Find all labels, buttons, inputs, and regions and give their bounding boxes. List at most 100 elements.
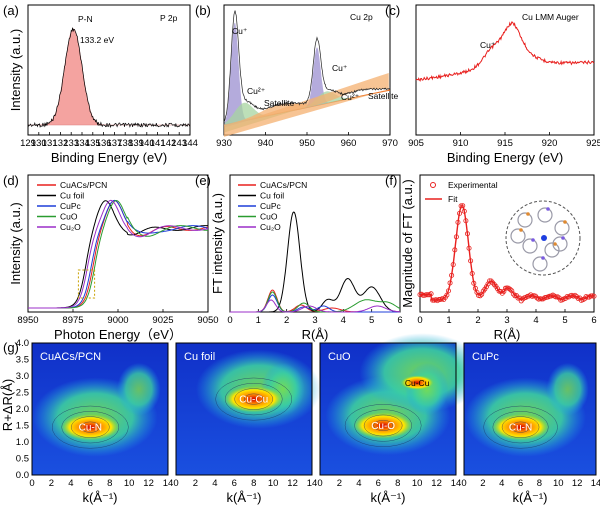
x-tick-label: 8950 bbox=[17, 315, 38, 326]
legend-label: Cu₂O bbox=[260, 222, 281, 232]
panel-g: 0.0 0.5 1.0 1.5 2.0 2.5 3.0 3.5 4.0 R+ΔR(Å) CuACs/… bbox=[0, 333, 600, 505]
x-tick-label: 14 bbox=[307, 478, 318, 489]
x-tick-label: 4 bbox=[533, 315, 538, 326]
x-tick-label: 6 bbox=[376, 478, 381, 489]
x-tick-label: 130 bbox=[31, 138, 47, 149]
x-tick-label: 4 bbox=[341, 315, 346, 326]
x-tick-label: 2 bbox=[337, 478, 342, 489]
bond-label: Cu-N bbox=[79, 423, 102, 434]
x-tick-label: 10 bbox=[553, 478, 564, 489]
x-tick-label: 6 bbox=[518, 478, 523, 489]
x-tick-label: 2 bbox=[284, 315, 289, 326]
annotation: Satellite bbox=[264, 98, 295, 108]
atom bbox=[526, 212, 530, 216]
raw-spectrum-line bbox=[223, 10, 391, 122]
y-tick-label: 2.0 bbox=[16, 404, 29, 415]
x-tick-label: 140 bbox=[139, 138, 155, 149]
x-tick-label: 2 bbox=[49, 478, 54, 489]
ring-atom bbox=[544, 242, 560, 258]
panel-label: (e) bbox=[195, 173, 211, 188]
x-tick-label: 3 bbox=[504, 315, 509, 326]
x-tick-label: 0 bbox=[461, 478, 466, 489]
x-tick-label: 4 bbox=[68, 478, 73, 489]
x-tick-label: 905 bbox=[408, 138, 424, 149]
x-tick-label: 960 bbox=[341, 138, 357, 149]
y-tick-label: 4.0 bbox=[16, 338, 29, 349]
annotation: 133.2 eV bbox=[80, 35, 114, 45]
x-tick-label: 0 bbox=[173, 478, 178, 489]
x-tick-label: 10 bbox=[412, 478, 423, 489]
experimental-point bbox=[483, 284, 489, 290]
panel-title: Cu 2p bbox=[350, 12, 373, 22]
x-axis-label: Binding Energy (eV) bbox=[447, 150, 563, 165]
panel-title: Cu LMM Auger bbox=[522, 12, 579, 22]
annotation: P-N bbox=[78, 14, 93, 24]
atom bbox=[541, 256, 545, 260]
x-tick-label: 8975 bbox=[62, 315, 83, 326]
experimental-point bbox=[515, 295, 521, 301]
atom bbox=[563, 220, 567, 224]
x-tick-label: 8 bbox=[251, 478, 256, 489]
x-tick-label: 144 bbox=[182, 138, 198, 149]
panel-label: (g) bbox=[3, 340, 19, 355]
x-tick-label: 4 bbox=[499, 478, 504, 489]
x-tick-label: 14 bbox=[163, 478, 174, 489]
contour-line bbox=[354, 409, 412, 442]
legend-label: CuACs/PCN bbox=[60, 180, 107, 190]
y-tick-label: 0.0 bbox=[16, 470, 29, 481]
x-axis-label: Photon Energy（eV） bbox=[54, 327, 182, 342]
plot-frame bbox=[27, 4, 191, 136]
ring-atom bbox=[522, 238, 538, 254]
map-title: Cu foil bbox=[184, 351, 215, 363]
x-tick-label: 134 bbox=[74, 138, 90, 149]
x-tick-label: 2 bbox=[193, 478, 198, 489]
contour-line bbox=[483, 405, 558, 449]
bond-label: Cu-Cu bbox=[239, 395, 268, 406]
x-tick-label: 143 bbox=[171, 138, 187, 149]
panel-b: 930 940 950 960 970 Cu 2p Cu⁺ Cu²⁺ Satellite Cu⁺ C… bbox=[216, 4, 399, 149]
fit-component bbox=[271, 91, 381, 116]
x-tick-label: 10 bbox=[268, 478, 279, 489]
x-tick-label: 133 bbox=[63, 138, 79, 149]
x-tick-label: 940 bbox=[258, 138, 274, 149]
x-tick-label: 9050 bbox=[197, 315, 218, 326]
x-tick-label: 1 bbox=[256, 315, 261, 326]
x-tick-label: 970 bbox=[382, 138, 398, 149]
map-title: CuPc bbox=[472, 351, 499, 363]
x-tick-label: 8 bbox=[107, 478, 112, 489]
x-tick-label: 9000 bbox=[107, 315, 128, 326]
y-axis-label: Intensity (a.u.) bbox=[8, 202, 23, 284]
x-tick-label: 930 bbox=[216, 138, 232, 149]
panel-title: P 2p bbox=[160, 13, 178, 23]
y-axis-label: R+ΔR(Å) bbox=[0, 379, 15, 431]
x-tick-label: 131 bbox=[42, 138, 58, 149]
legend-label: CuPc bbox=[260, 201, 282, 211]
fit-component bbox=[246, 72, 389, 121]
plot-frame bbox=[415, 4, 595, 136]
contour-line bbox=[511, 421, 531, 433]
x-tick-label: 136 bbox=[96, 138, 112, 149]
panel-label: (f) bbox=[385, 173, 397, 188]
contour-line bbox=[70, 416, 110, 438]
x-tick-label: 925 bbox=[586, 138, 600, 149]
panel-label: (c) bbox=[385, 3, 400, 18]
map-frame bbox=[319, 342, 457, 476]
x-tick-label: 910 bbox=[453, 138, 469, 149]
contour-line bbox=[234, 388, 274, 410]
x-axis-label: k(Å⁻¹) bbox=[82, 490, 117, 505]
halo bbox=[117, 362, 161, 416]
contour-line bbox=[61, 411, 120, 444]
x-tick-label: 135 bbox=[85, 138, 101, 149]
legend-label: Fit bbox=[448, 194, 458, 204]
x-axis-label: k(Å⁻¹) bbox=[226, 490, 261, 505]
x-tick-label: 0 bbox=[417, 315, 422, 326]
auger-spectrum-line bbox=[415, 21, 595, 82]
y-tick-label: 3.0 bbox=[16, 371, 29, 382]
x-axis-label: k(Å⁻¹) bbox=[512, 490, 547, 505]
wavelet-map-3: CuPc Cu-N 0 2 4 6 8 10 12 14 k(Å⁻¹) bbox=[461, 342, 600, 505]
x-tick-label: 12 bbox=[287, 478, 298, 489]
panel-label: (a) bbox=[3, 3, 19, 18]
fit-component bbox=[224, 22, 258, 128]
fit-component bbox=[294, 47, 340, 111]
contour-line bbox=[344, 404, 422, 447]
